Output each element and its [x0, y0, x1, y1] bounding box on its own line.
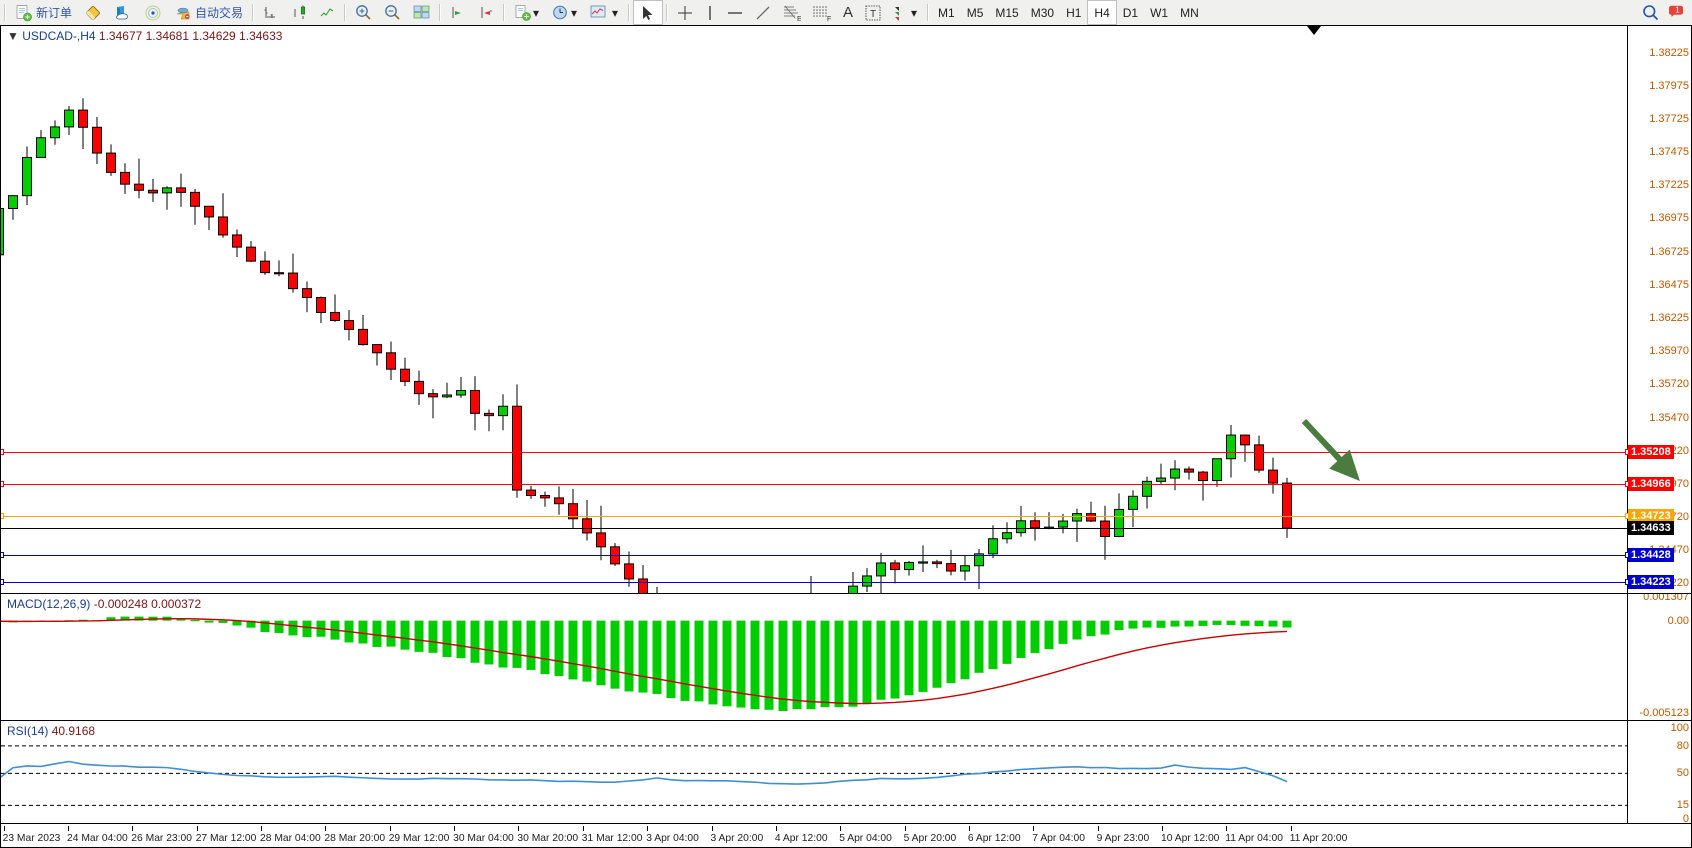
svg-text:T: T	[870, 9, 876, 20]
svg-text:E: E	[797, 16, 801, 21]
svg-text:1: 1	[1675, 5, 1680, 14]
svg-text:F: F	[827, 16, 831, 21]
